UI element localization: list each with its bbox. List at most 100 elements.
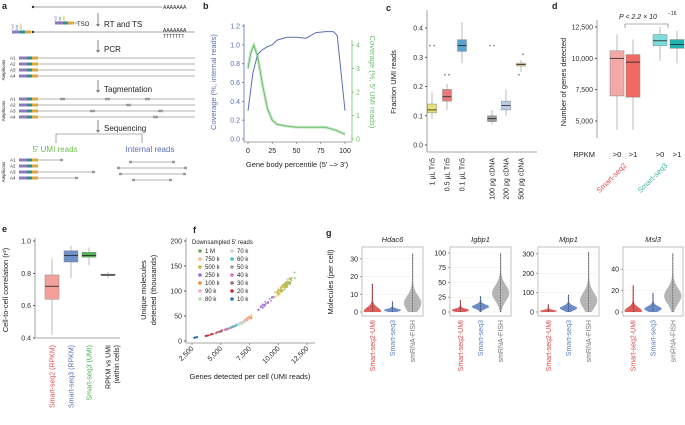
y-tick-label: 50	[438, 280, 446, 287]
amplicon-adapter-nxt	[27, 109, 32, 113]
legend-swatch	[198, 289, 202, 293]
gene-title-Hdac6: Hdac6	[382, 235, 405, 244]
y-axis-label-left: Coverage (%, internal reads)	[209, 34, 218, 130]
panel-label-c: c	[386, 3, 391, 13]
scatter-point-250k	[263, 305, 266, 308]
scatter-point-250k	[266, 301, 269, 304]
right-y-tick-label: 4	[356, 43, 360, 50]
y-tick-label: 0	[442, 310, 446, 317]
significance-bracket	[624, 23, 669, 28]
scatter-point-60k	[234, 325, 237, 327]
amplicon-adapter-umi	[32, 68, 38, 72]
x-category-label: smRNA-FISH	[410, 320, 417, 362]
y-tick-label: 5,000	[575, 119, 593, 126]
x-category-label: RPKM vs UMI	[106, 345, 113, 389]
scatter-point-750k	[274, 296, 276, 299]
y-axis-label-right: Coverage (%, 5′ UMI reads)	[368, 36, 377, 129]
amplicon-adapter-tn5	[19, 68, 27, 72]
legend-entry: 250 k	[205, 273, 221, 279]
tn5-insertion	[105, 97, 110, 101]
x-category-label: smRNA-FISH	[586, 320, 593, 362]
read-end	[117, 166, 120, 170]
tso-part-label: UMI	[62, 16, 66, 22]
y-tick-label: 0	[354, 310, 358, 317]
x-category-label: smRNA-FISH	[498, 320, 505, 362]
amplicon-adapter-tn5	[19, 170, 27, 174]
x-category-label: 1 µL Tn5	[430, 158, 437, 185]
legend-entry: 10 k	[237, 297, 249, 303]
tn5-insertion	[126, 103, 131, 107]
left-y-tick-label: 1.2	[230, 24, 240, 31]
x-category-label: Smart-seq3	[478, 320, 485, 356]
amplicons-label: Amplicons	[1, 59, 6, 81]
panel-label-e: e	[2, 224, 7, 234]
rpkm-threshold-label: >0	[613, 150, 622, 159]
scatter-point-70k	[239, 321, 242, 324]
split-bracket	[55, 133, 143, 143]
scatter-point-500k	[278, 293, 281, 296]
x-category-label: smRNA-FISH	[670, 320, 677, 362]
legend-entry: 1 M	[205, 249, 215, 255]
scatter-point-500k	[288, 277, 291, 280]
box	[609, 50, 625, 97]
outlier-point	[433, 44, 435, 47]
violin-smRNA-FISH	[579, 251, 598, 312]
amplicon-id: A1	[10, 158, 16, 163]
tso-part-label: Tn5	[54, 16, 58, 22]
legend-swatch	[230, 297, 234, 301]
gene-title-Igbp1: Igbp1	[471, 235, 490, 244]
y-tick-label: 150	[170, 264, 182, 271]
x-category-label: 0.1 µL Tn5	[460, 158, 467, 191]
panel-label-b: b	[203, 1, 209, 11]
amplicon-id: A2	[10, 164, 16, 169]
left-y-tick-label: 0.8	[230, 61, 240, 68]
legend-title: Downsampled 5′ reads	[192, 240, 253, 246]
p-value-exponent: −16	[668, 11, 677, 17]
scatter-point-20k	[204, 334, 207, 337]
legend-swatch	[230, 265, 234, 269]
legend-entry: 90 k	[205, 289, 217, 295]
left-y-tick-label: 0.6	[230, 80, 240, 87]
tn5-insertion	[158, 109, 163, 113]
cdna-cap	[31, 30, 35, 34]
amplicon-adapter-nxt	[27, 158, 32, 162]
legend-swatch	[198, 297, 202, 301]
scatter-point-500k	[287, 280, 290, 283]
y-tick-label: 0.6	[21, 303, 31, 310]
cdna-adapter-tn5	[12, 30, 20, 34]
legend-entry: 70 k	[237, 249, 249, 255]
amplicon-adapter-nxt	[27, 115, 32, 119]
tso-adapter-nxt	[63, 21, 68, 25]
panel-label-g: g	[326, 228, 332, 238]
amplicon-adapter-tn5	[19, 158, 27, 162]
y-axis-label: Fraction UMI reads	[389, 50, 398, 114]
gene-title-Msl3: Msl3	[645, 235, 662, 244]
amplicon-id: A3	[10, 170, 16, 175]
legend-entry: 100 k	[205, 281, 221, 287]
y-tick-label: 75	[438, 265, 446, 272]
tn5-insertion	[60, 97, 65, 101]
mrna-cap	[31, 5, 35, 9]
outlier-point	[522, 53, 524, 56]
x-tick-label: 7,500	[236, 345, 253, 362]
gene-title-Mpp1: Mpp1	[559, 235, 578, 244]
y-tick-label: 1.0	[21, 239, 31, 246]
legend-entry: 60 k	[237, 257, 249, 263]
amplicon-id: A2	[10, 103, 16, 108]
group-label: Smart-seq3	[636, 161, 670, 195]
umi-reads-label: 5′ UMI reads	[32, 145, 77, 154]
legend-swatch	[230, 257, 234, 261]
x-category-label: Smart-seq3	[651, 320, 658, 356]
outlier-point	[493, 44, 495, 47]
scatter-point-10k	[193, 336, 196, 339]
amplicon-adapter-tn5	[19, 62, 27, 66]
amplicon-adapter-umi	[32, 164, 38, 168]
x-tick-label: 0	[246, 148, 250, 155]
x-tick-label: 5,000	[207, 345, 224, 362]
internal-reads-label: Internal reads	[126, 145, 175, 154]
amplicon-id: A1	[10, 97, 16, 102]
pcr-arrow-head	[96, 49, 100, 53]
y-tick-label: 0.3	[413, 55, 423, 62]
x-tick-label: 50	[293, 148, 301, 155]
